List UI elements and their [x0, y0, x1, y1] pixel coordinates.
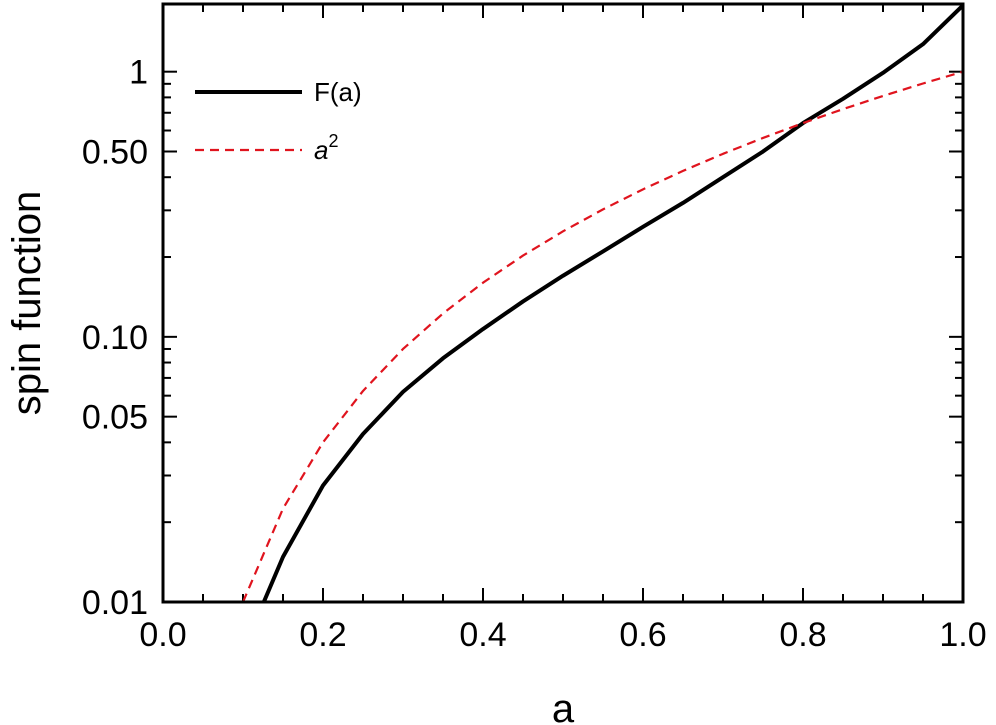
- x-tick-label: 0.0: [139, 616, 186, 654]
- x-tick-label: 0.2: [299, 616, 346, 654]
- y-tick-label: 0.50: [82, 134, 148, 172]
- legend: F(a) a2: [195, 77, 362, 165]
- legend-entry: a2: [195, 131, 338, 165]
- y-tick-labels: 0.01 0.05 0.10 0.50 1: [82, 54, 148, 622]
- y-tick-label: 0.01: [82, 584, 148, 622]
- plot-frame: [161, 2, 965, 604]
- y-tick-label: 0.10: [82, 319, 148, 357]
- legend-entry: F(a): [195, 77, 362, 107]
- x-axis-label: a: [552, 687, 575, 725]
- series-line-a-squared: [241, 70, 963, 602]
- series-line-f-of-a: [261, 4, 963, 602]
- y-tick-label: 0.05: [82, 399, 148, 437]
- y-axis-label: spin function: [5, 191, 49, 416]
- x-tick-label: 0.6: [619, 616, 666, 654]
- legend-label: F(a): [314, 77, 362, 107]
- x-tick-labels: 0.0 0.2 0.4 0.6 0.8 1.0: [139, 616, 986, 654]
- x-tick-label: 1.0: [939, 616, 986, 654]
- legend-label: a2: [314, 131, 338, 165]
- x-tick-label: 0.4: [459, 616, 506, 654]
- y-tick-label: 1: [129, 54, 148, 92]
- x-tick-label: 0.8: [779, 616, 826, 654]
- series-group: [241, 4, 963, 602]
